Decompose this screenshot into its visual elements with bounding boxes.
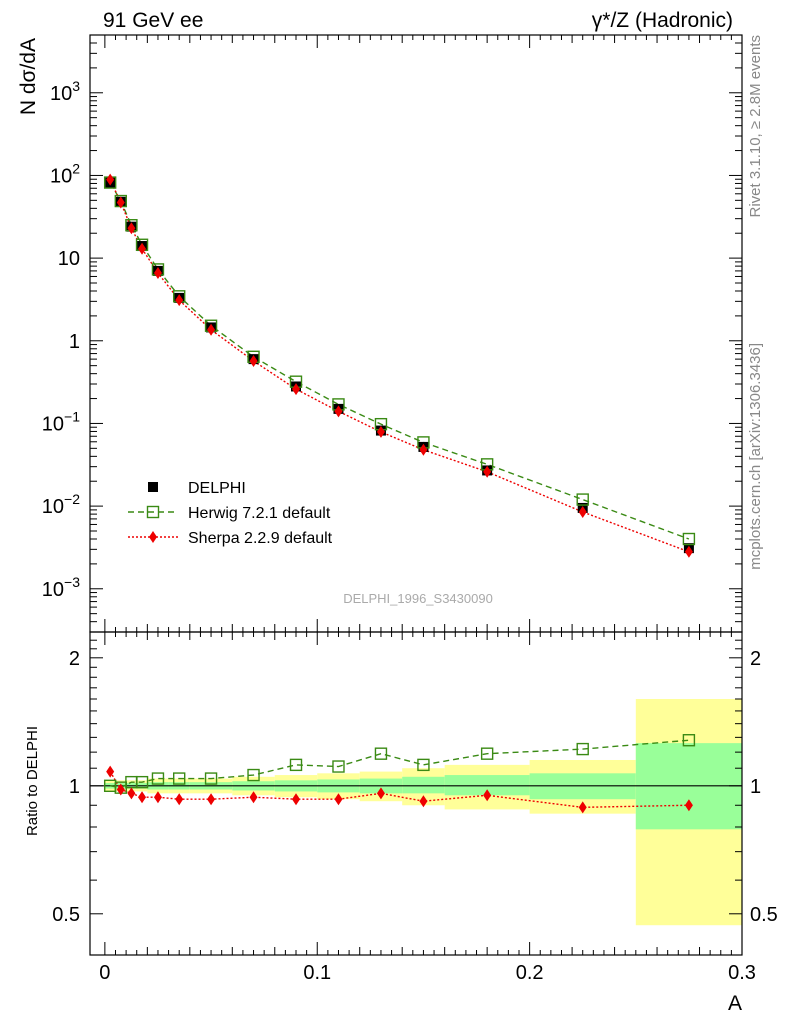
herwig-point bbox=[576, 493, 589, 506]
y-tick-label: 1 bbox=[69, 331, 80, 353]
herwig-ratio-point bbox=[151, 772, 165, 785]
sherpa-point bbox=[116, 196, 125, 209]
series-lines bbox=[109, 179, 690, 809]
sherpa-ratio-point bbox=[483, 789, 492, 802]
ratio-frame bbox=[89, 631, 743, 956]
herwig-ratio-point bbox=[172, 772, 186, 785]
rivet-label: Rivet 3.1.10, ≥ 2.8M events bbox=[747, 35, 764, 218]
sherpa-ratio-point bbox=[249, 791, 258, 804]
x-tick-label: 0.3 bbox=[728, 962, 756, 984]
x-tick-label: 0.1 bbox=[303, 962, 331, 984]
herwig-ratio-point bbox=[576, 742, 589, 756]
sherpa-point bbox=[483, 465, 492, 478]
herwig-point bbox=[682, 532, 696, 546]
sherpa-ratio-point bbox=[334, 793, 343, 806]
herwig-ratio-line bbox=[110, 739, 689, 789]
sherpa-ratio-point bbox=[376, 787, 385, 800]
sherpa-point bbox=[334, 405, 343, 418]
sherpa-ratio-point bbox=[153, 791, 162, 804]
x-tick-label: 0 bbox=[99, 962, 110, 984]
ratio-y-tick-label-right: 0.5 bbox=[750, 904, 778, 926]
y-tick-label: 103 bbox=[50, 78, 80, 105]
sherpa-ratio-point bbox=[207, 793, 216, 806]
sherpa-point bbox=[106, 173, 115, 186]
y-tick-label: 10−1 bbox=[42, 408, 80, 435]
sherpa-ratio-point bbox=[106, 765, 115, 778]
ratio-y-tick-label-right: 1 bbox=[750, 776, 761, 798]
legend-delphi-marker bbox=[148, 482, 158, 492]
axes: 0 0.1 0.2 0.3 10−3 10−2 10−1 1 10 102 103 0.5 0.5 1 1 2… bbox=[42, 34, 778, 984]
series-markers bbox=[103, 173, 696, 814]
herwig-ratio-point bbox=[247, 768, 260, 782]
sherpa-point bbox=[376, 425, 385, 438]
y-tick-label: 102 bbox=[50, 160, 80, 187]
herwig-ratio-point bbox=[682, 734, 696, 747]
herwig-line bbox=[109, 182, 690, 540]
herwig-ratio-point bbox=[374, 747, 388, 760]
sherpa-point bbox=[175, 294, 184, 307]
herwig-ratio-point bbox=[135, 775, 149, 789]
x-tick-label: 0.2 bbox=[516, 962, 544, 984]
sherpa-ratio-point bbox=[419, 795, 428, 808]
x-axis-label: A bbox=[728, 992, 742, 1015]
ratio-y-tick-label: 0.5 bbox=[52, 904, 80, 926]
sherpa-line bbox=[109, 179, 690, 553]
ratio-y-axis-label: Ratio to DELPHI bbox=[24, 726, 41, 836]
sherpa-ratio-point bbox=[138, 791, 147, 804]
ratio-bands bbox=[90, 699, 742, 926]
sherpa-ratio-point bbox=[684, 799, 693, 812]
sherpa-point bbox=[153, 267, 162, 280]
header-right: γ*/Z (Hadronic) bbox=[592, 9, 733, 32]
sherpa-point bbox=[127, 222, 136, 235]
sherpa-point bbox=[419, 443, 428, 456]
herwig-ratio-point bbox=[332, 760, 345, 773]
herwig-ratio-point bbox=[417, 758, 430, 772]
herwig-ratio-point bbox=[289, 758, 303, 772]
sherpa-ratio-point bbox=[175, 793, 184, 806]
sherpa-point bbox=[249, 354, 258, 367]
legend-label: Herwig 7.2.1 default bbox=[188, 505, 331, 522]
header-left: 91 GeV ee bbox=[103, 9, 203, 32]
ratio-y-tick-label-right: 2 bbox=[750, 648, 761, 670]
sherpa-ratio-point bbox=[292, 793, 301, 806]
herwig-ratio-point bbox=[204, 772, 218, 785]
herwig-ratio-point bbox=[480, 747, 494, 760]
legend-label: DELPHI bbox=[188, 480, 246, 497]
legend-label: Sherpa 2.2.9 default bbox=[188, 530, 333, 547]
watermark-label: DELPHI_1996_S3430090 bbox=[343, 591, 493, 606]
mcplots-label: mcplots.cern.ch [arXiv:1306.3436] bbox=[747, 343, 764, 570]
sherpa-point bbox=[684, 545, 693, 558]
sherpa-ratio-point bbox=[127, 787, 136, 800]
y-tick-label: 10 bbox=[58, 248, 80, 270]
ratio-band-inner bbox=[444, 775, 530, 796]
ratio-y-tick-label: 2 bbox=[69, 648, 80, 670]
ratio-y-tick-label: 1 bbox=[69, 776, 80, 798]
sherpa-ratio-point bbox=[116, 783, 125, 796]
sherpa-point bbox=[292, 383, 301, 396]
legend: DELPHI Herwig 7.2.1 default Sherpa 2.2.9 d… bbox=[128, 480, 333, 547]
sherpa-point bbox=[207, 323, 216, 336]
sherpa-ratio-line bbox=[109, 771, 689, 809]
y-tick-label: 10−3 bbox=[42, 574, 80, 601]
sherpa-point bbox=[138, 242, 147, 255]
sherpa-point bbox=[578, 505, 587, 518]
y-tick-label: 10−2 bbox=[42, 491, 80, 518]
ratio-band-inner bbox=[402, 776, 445, 794]
sherpa-ratio-point bbox=[578, 801, 587, 814]
main-y-axis-label: N dσ/dA bbox=[17, 38, 40, 115]
